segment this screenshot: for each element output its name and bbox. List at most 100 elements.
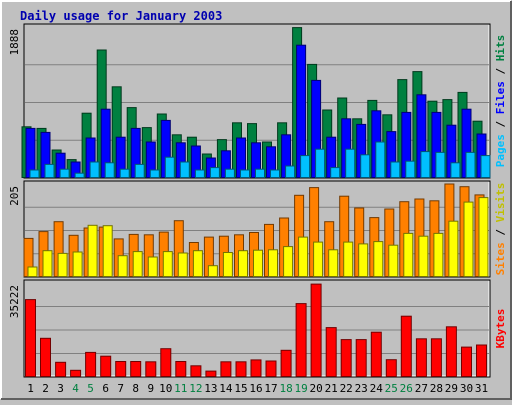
- bar-visits-day-5: [87, 224, 98, 278]
- bar-visits-day-1: [27, 266, 38, 277]
- x-tick-day-13: 13: [204, 382, 217, 395]
- y-max-tick-label: 35222: [8, 285, 21, 318]
- x-tick-day-7: 7: [117, 382, 124, 395]
- bar-visits-day-26: [403, 232, 414, 277]
- side-label-kbytes: KBytes: [494, 309, 507, 349]
- side-label-part: Pages: [494, 134, 507, 167]
- x-tick-day-14: 14: [219, 382, 233, 395]
- side-label-part: /: [494, 222, 507, 242]
- series-files: [25, 44, 487, 179]
- bar-kbytes-day-11: [175, 361, 187, 377]
- x-tick-day-21: 21: [325, 382, 338, 395]
- side-label-sites-visits: Sites / Visits: [494, 183, 507, 276]
- x-tick-day-31: 31: [475, 382, 488, 395]
- bar-visits-day-23: [358, 243, 369, 277]
- bar-kbytes-day-9: [145, 361, 157, 377]
- bar-kbytes-day-27: [415, 338, 427, 377]
- bar-pages-day-9: [149, 169, 160, 178]
- x-tick-day-11: 11: [174, 382, 187, 395]
- x-tick-day-25: 25: [385, 382, 398, 395]
- x-tick-day-6: 6: [102, 382, 109, 395]
- bar-visits-day-24: [373, 241, 384, 278]
- bar-kbytes-day-23: [355, 339, 367, 378]
- series-kbytes: [25, 283, 487, 378]
- x-tick-day-22: 22: [340, 382, 353, 395]
- x-tick-day-10: 10: [159, 382, 172, 395]
- x-tick-day-19: 19: [294, 382, 307, 395]
- bar-kbytes-day-31: [476, 344, 487, 377]
- bar-kbytes-day-26: [400, 315, 412, 378]
- bar-kbytes-day-12: [190, 365, 202, 377]
- bar-visits-day-22: [343, 241, 354, 278]
- bar-pages-day-7: [119, 168, 130, 178]
- panels-layer: 1888 Pages / Files / Hits 205 Sites / Visit…: [8, 23, 507, 378]
- bar-pages-day-13: [209, 167, 220, 179]
- side-label-hits-files-pages: Pages / Files / Hits: [494, 35, 507, 168]
- bar-visits-day-17: [268, 249, 278, 278]
- bar-pages-day-5: [89, 161, 100, 178]
- x-tick-day-15: 15: [234, 382, 247, 395]
- bar-kbytes-day-21: [325, 327, 337, 378]
- side-label-part: Hits: [494, 35, 507, 62]
- bar-kbytes-day-4: [70, 369, 82, 377]
- bar-kbytes-day-22: [340, 339, 352, 378]
- y-max-tick-label: 1888: [8, 29, 21, 56]
- bar-kbytes-day-3: [55, 361, 67, 377]
- bar-pages-day-18: [285, 165, 296, 178]
- bar-kbytes-day-29: [445, 326, 457, 377]
- bar-visits-day-31: [478, 197, 489, 278]
- bar-kbytes-day-1: [25, 299, 36, 378]
- bar-pages-day-20: [315, 148, 326, 178]
- bar-visits-day-8: [132, 251, 143, 278]
- bar-kbytes-day-13: [205, 370, 217, 378]
- bar-visits-day-21: [328, 249, 339, 278]
- bar-kbytes-day-30: [461, 346, 472, 378]
- bar-pages-day-15: [240, 169, 250, 178]
- bar-pages-day-26: [405, 160, 416, 178]
- bar-kbytes-day-6: [100, 355, 112, 378]
- bar-visits-day-27: [418, 235, 429, 277]
- bar-visits-day-10: [162, 251, 173, 278]
- x-tick-day-17: 17: [264, 382, 277, 395]
- bar-kbytes-day-17: [265, 360, 277, 377]
- bar-kbytes-day-24: [370, 331, 382, 378]
- x-tick-day-5: 5: [87, 382, 94, 395]
- bar-visits-day-29: [448, 220, 459, 277]
- bar-visits-day-6: [102, 225, 113, 277]
- y-max-tick-label: 205: [8, 186, 21, 206]
- bar-kbytes-day-25: [385, 359, 397, 378]
- bar-pages-day-4: [74, 172, 85, 178]
- side-label-part: KBytes: [494, 309, 507, 349]
- x-tick-day-8: 8: [132, 382, 139, 395]
- bar-kbytes-day-14: [220, 361, 232, 377]
- side-label-part: Visits: [494, 183, 507, 223]
- bar-kbytes-day-28: [430, 338, 442, 377]
- bar-pages-day-23: [360, 154, 371, 179]
- bar-pages-day-19: [300, 155, 311, 179]
- bar-kbytes-day-19: [295, 303, 307, 378]
- side-label-part: Sites: [494, 242, 507, 275]
- x-tick-day-26: 26: [400, 382, 413, 395]
- x-tick-day-27: 27: [415, 382, 428, 395]
- bar-visits-day-12: [192, 250, 203, 277]
- bar-pages-day-1: [29, 169, 40, 178]
- x-tick-day-16: 16: [249, 382, 262, 395]
- bar-pages-day-16: [255, 168, 265, 178]
- bar-visits-day-16: [253, 249, 263, 277]
- x-tick-day-4: 4: [72, 382, 79, 395]
- x-tick-day-23: 23: [355, 382, 368, 395]
- bar-pages-day-29: [450, 162, 461, 179]
- bar-visits-day-18: [283, 246, 294, 278]
- bar-kbytes-day-5: [85, 351, 97, 377]
- bar-visits-day-9: [147, 256, 158, 277]
- bar-visits-day-14: [222, 252, 233, 277]
- x-tick-day-18: 18: [279, 382, 292, 395]
- bar-visits-day-11: [177, 252, 188, 277]
- bar-pages-day-31: [480, 155, 491, 179]
- x-tick-day-28: 28: [430, 382, 443, 395]
- bar-kbytes-day-18: [280, 349, 292, 377]
- x-tick-day-1: 1: [27, 382, 34, 395]
- side-label-part: /: [494, 61, 507, 81]
